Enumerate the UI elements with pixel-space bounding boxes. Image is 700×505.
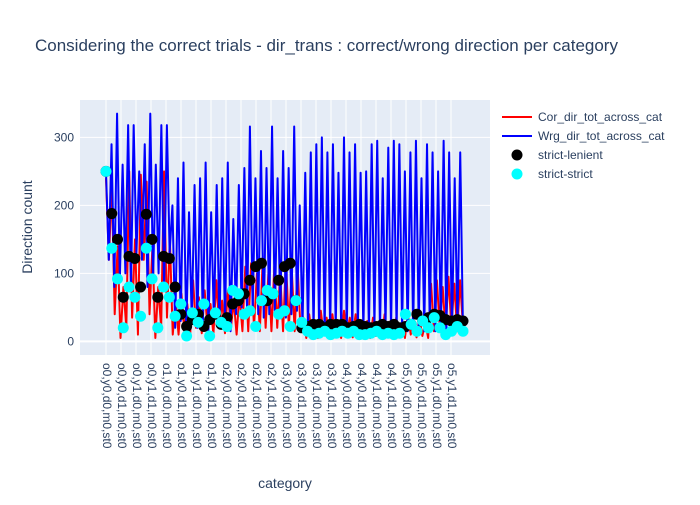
data-point <box>244 305 255 316</box>
data-point <box>198 299 209 310</box>
x-tick-label: o5,y1,d0,m0,st0 <box>430 363 444 449</box>
data-point <box>458 326 469 337</box>
data-point <box>118 292 129 303</box>
data-point <box>285 321 296 332</box>
data-point <box>285 258 296 269</box>
x-tick-label: o4,y1,d0,m0,st0 <box>370 363 384 449</box>
x-tick-label: o4,y0,d0,m0,st0 <box>340 363 354 449</box>
legend-marker-swatch <box>512 169 523 180</box>
x-tick-label: o4,y0,d1,m0,st0 <box>355 363 369 449</box>
data-point <box>129 253 140 264</box>
data-point <box>291 295 302 306</box>
data-point <box>181 330 192 341</box>
data-point <box>135 311 146 322</box>
x-tick-label: o2,y0,d0,m0,st0 <box>220 363 234 449</box>
data-point <box>141 209 152 220</box>
data-point <box>193 317 204 328</box>
x-tick-label: o2,y1,d0,m0,st0 <box>250 363 264 449</box>
data-point <box>233 288 244 299</box>
y-tick-label: 200 <box>54 198 74 212</box>
data-point <box>256 258 267 269</box>
data-point <box>423 322 434 333</box>
data-point <box>256 295 267 306</box>
x-tick-label: o5,y0,d1,m0,st0 <box>415 363 429 449</box>
x-tick-label: o3,y1,d0,m0,st0 <box>310 363 324 449</box>
data-point <box>210 307 221 318</box>
data-point <box>152 292 163 303</box>
x-tick-label: o3,y1,d1,m0,st0 <box>325 363 339 449</box>
data-point <box>411 326 422 337</box>
y-tick-label: 0 <box>67 334 74 348</box>
data-point <box>279 305 290 316</box>
x-tick-label: o3,y0,d0,m0,st0 <box>280 363 294 449</box>
data-point <box>204 330 215 341</box>
data-point <box>158 282 169 293</box>
x-tick-label: o1,y0,d1,m0,st0 <box>175 363 189 449</box>
x-tick-label: o2,y1,d1,m0,st0 <box>265 363 279 449</box>
x-axis: o0,y0,d0,m0,st0 o0,y0,d1,m0,st0 o0,y1,d0,m… <box>100 363 459 449</box>
data-point <box>187 307 198 318</box>
data-point <box>106 243 117 254</box>
x-tick-label: o1,y1,d0,m0,st0 <box>190 363 204 449</box>
data-point <box>170 311 181 322</box>
x-tick-label: o0,y0,d1,m0,st0 <box>115 363 129 449</box>
data-point <box>394 328 405 339</box>
legend-label: Wrg_dir_tot_across_cat <box>538 129 665 143</box>
x-tick-label: o5,y0,d0,m0,st0 <box>400 363 414 449</box>
data-point <box>400 309 411 320</box>
data-point <box>147 273 158 284</box>
legend-label: strict-strict <box>538 167 593 181</box>
data-point <box>250 321 261 332</box>
x-tick-label: o0,y0,d0,m0,st0 <box>100 363 114 449</box>
data-point <box>164 292 175 303</box>
data-point <box>267 288 278 299</box>
data-point <box>170 282 181 293</box>
y-tick-label: 300 <box>54 130 74 144</box>
data-point <box>273 275 284 286</box>
x-tick-label: o2,y0,d1,m0,st0 <box>235 363 249 449</box>
y-axis-title: Direction count <box>19 180 35 273</box>
legend-marker-swatch <box>512 150 523 161</box>
x-tick-label: o5,y1,d1,m0,st0 <box>445 363 459 449</box>
data-point <box>164 253 175 264</box>
y-tick-label: 100 <box>54 266 74 280</box>
data-point <box>244 275 255 286</box>
data-point <box>129 292 140 303</box>
data-point <box>124 282 135 293</box>
x-axis-title: category <box>258 475 312 491</box>
x-tick-label: o0,y1,d1,m0,st0 <box>145 363 159 449</box>
x-tick-label: o1,y0,d0,m0,st0 <box>160 363 174 449</box>
x-tick-label: o1,y1,d1,m0,st0 <box>205 363 219 449</box>
data-point <box>118 322 129 333</box>
x-tick-label: o4,y1,d1,m0,st0 <box>385 363 399 449</box>
data-point <box>221 321 232 332</box>
legend-label: Cor_dir_tot_across_cat <box>538 110 663 124</box>
data-point <box>106 208 117 219</box>
data-point <box>112 273 123 284</box>
data-point <box>175 299 186 310</box>
x-tick-label: o3,y0,d1,m0,st0 <box>295 363 309 449</box>
data-point <box>135 282 146 293</box>
data-point <box>101 166 112 177</box>
data-point <box>429 312 440 323</box>
data-point <box>152 322 163 333</box>
chart-title: Considering the correct trials - dir_tra… <box>35 36 618 55</box>
legend-label: strict-lenient <box>538 148 603 162</box>
x-tick-label: o0,y1,d0,m0,st0 <box>130 363 144 449</box>
data-point <box>141 243 152 254</box>
